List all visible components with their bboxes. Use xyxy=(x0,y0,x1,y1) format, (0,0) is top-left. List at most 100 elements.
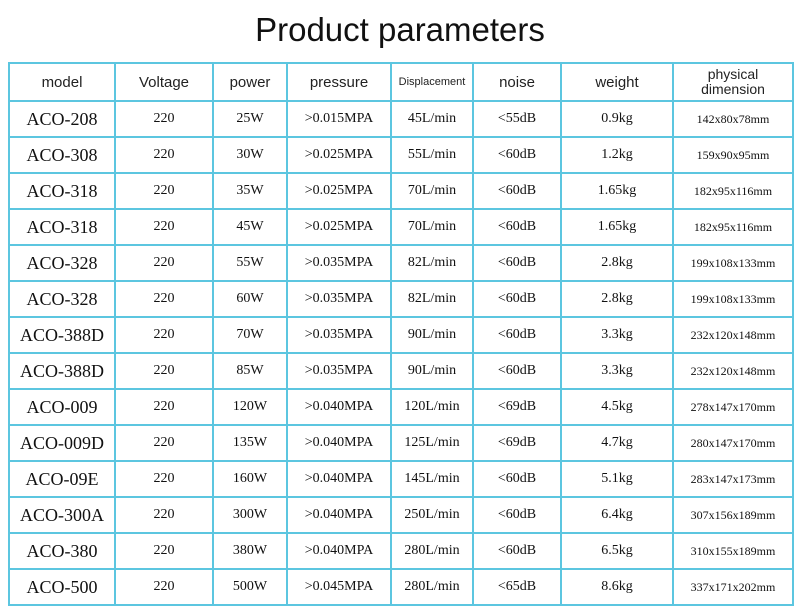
cell-model: ACO-009D xyxy=(8,424,116,462)
header-noise: noise xyxy=(472,62,562,102)
cell-physical-dimension: 310x155x189mm xyxy=(672,532,794,570)
cell-model: ACO-009 xyxy=(8,388,116,426)
table-row: ACO-318 220 35W >0.025MPA 70L/min <60dB 1.65kg… xyxy=(8,172,794,210)
cell-model: ACO-500 xyxy=(8,568,116,606)
cell-voltage: 220 xyxy=(114,424,214,462)
cell-power: 120W xyxy=(212,388,288,426)
cell-physical-dimension: 232x120x148mm xyxy=(672,316,794,354)
cell-power: 135W xyxy=(212,424,288,462)
cell-noise: <65dB xyxy=(472,568,562,606)
cell-power: 160W xyxy=(212,460,288,498)
page-title: Product parameters xyxy=(255,11,545,48)
cell-displacement: 55L/min xyxy=(390,136,474,174)
cell-pressure: >0.035MPA xyxy=(286,316,392,354)
table-row: ACO-388D 220 85W >0.035MPA 90L/min <60dB 3.3kg… xyxy=(8,352,794,390)
cell-noise: <60dB xyxy=(472,136,562,174)
cell-voltage: 220 xyxy=(114,100,214,138)
cell-pressure: >0.040MPA xyxy=(286,388,392,426)
cell-physical-dimension: 283x147x173mm xyxy=(672,460,794,498)
cell-voltage: 220 xyxy=(114,532,214,570)
header-physical-dimension: physical dimension xyxy=(672,62,794,102)
cell-physical-dimension: 182x95x116mm xyxy=(672,172,794,210)
cell-displacement: 70L/min xyxy=(390,172,474,210)
cell-noise: <60dB xyxy=(472,352,562,390)
cell-weight: 4.5kg xyxy=(560,388,674,426)
cell-displacement: 45L/min xyxy=(390,100,474,138)
cell-noise: <60dB xyxy=(472,316,562,354)
cell-model: ACO-328 xyxy=(8,244,116,282)
cell-noise: <60dB xyxy=(472,172,562,210)
cell-physical-dimension: 280x147x170mm xyxy=(672,424,794,462)
cell-weight: 0.9kg xyxy=(560,100,674,138)
cell-model: ACO-328 xyxy=(8,280,116,318)
table-row: ACO-208 220 25W >0.015MPA 45L/min <55dB 0.9kg 1… xyxy=(8,100,794,138)
header-power: power xyxy=(212,62,288,102)
cell-pressure: >0.035MPA xyxy=(286,244,392,282)
cell-voltage: 220 xyxy=(114,460,214,498)
cell-physical-dimension: 182x95x116mm xyxy=(672,208,794,246)
cell-model: ACO-09E xyxy=(8,460,116,498)
cell-voltage: 220 xyxy=(114,352,214,390)
cell-voltage: 220 xyxy=(114,172,214,210)
cell-weight: 1.2kg xyxy=(560,136,674,174)
cell-power: 85W xyxy=(212,352,288,390)
cell-voltage: 220 xyxy=(114,280,214,318)
cell-weight: 3.3kg xyxy=(560,316,674,354)
cell-power: 60W xyxy=(212,280,288,318)
cell-noise: <60dB xyxy=(472,244,562,282)
cell-pressure: >0.040MPA xyxy=(286,496,392,534)
table-row: ACO-328 220 60W >0.035MPA 82L/min <60dB 2.8kg 1… xyxy=(8,280,794,318)
cell-model: ACO-388D xyxy=(8,316,116,354)
header-voltage: Voltage xyxy=(114,62,214,102)
cell-physical-dimension: 142x80x78mm xyxy=(672,100,794,138)
cell-noise: <60dB xyxy=(472,280,562,318)
table-row: ACO-380 220 380W >0.040MPA 280L/min <60dB 6.5k… xyxy=(8,532,794,570)
cell-voltage: 220 xyxy=(114,136,214,174)
cell-displacement: 90L/min xyxy=(390,352,474,390)
cell-power: 30W xyxy=(212,136,288,174)
cell-pressure: >0.035MPA xyxy=(286,352,392,390)
cell-pressure: >0.015MPA xyxy=(286,100,392,138)
cell-noise: <60dB xyxy=(472,496,562,534)
cell-displacement: 145L/min xyxy=(390,460,474,498)
cell-power: 25W xyxy=(212,100,288,138)
cell-noise: <69dB xyxy=(472,388,562,426)
cell-displacement: 125L/min xyxy=(390,424,474,462)
cell-noise: <69dB xyxy=(472,424,562,462)
cell-weight: 8.6kg xyxy=(560,568,674,606)
cell-weight: 1.65kg xyxy=(560,208,674,246)
header-pressure: pressure xyxy=(286,62,392,102)
cell-power: 55W xyxy=(212,244,288,282)
cell-pressure: >0.040MPA xyxy=(286,460,392,498)
cell-physical-dimension: 232x120x148mm xyxy=(672,352,794,390)
cell-model: ACO-318 xyxy=(8,172,116,210)
cell-displacement: 82L/min xyxy=(390,280,474,318)
cell-weight: 5.1kg xyxy=(560,460,674,498)
header-model: model xyxy=(8,62,116,102)
cell-power: 35W xyxy=(212,172,288,210)
table-row: ACO-09E 220 160W >0.040MPA 145L/min <60dB 5.1k… xyxy=(8,460,794,498)
cell-pressure: >0.025MPA xyxy=(286,172,392,210)
header-displacement: Displacement xyxy=(390,62,474,102)
cell-weight: 2.8kg xyxy=(560,244,674,282)
cell-power: 45W xyxy=(212,208,288,246)
cell-displacement: 70L/min xyxy=(390,208,474,246)
cell-displacement: 250L/min xyxy=(390,496,474,534)
cell-voltage: 220 xyxy=(114,496,214,534)
table-header-row: model Voltage power pressure Displacemen… xyxy=(8,62,794,102)
cell-physical-dimension: 159x90x95mm xyxy=(672,136,794,174)
cell-physical-dimension: 278x147x170mm xyxy=(672,388,794,426)
cell-displacement: 90L/min xyxy=(390,316,474,354)
cell-noise: <60dB xyxy=(472,460,562,498)
cell-displacement: 280L/min xyxy=(390,568,474,606)
cell-voltage: 220 xyxy=(114,388,214,426)
table-row: ACO-318 220 45W >0.025MPA 70L/min <60dB 1.65kg… xyxy=(8,208,794,246)
header-weight: weight xyxy=(560,62,674,102)
cell-physical-dimension: 199x108x133mm xyxy=(672,244,794,282)
cell-weight: 2.8kg xyxy=(560,280,674,318)
table-row: ACO-500 220 500W >0.045MPA 280L/min <65dB 8.6k… xyxy=(8,568,794,606)
cell-weight: 6.5kg xyxy=(560,532,674,570)
table-row: ACO-009D 220 135W >0.040MPA 125L/min <69dB 4.7… xyxy=(8,424,794,462)
product-parameters-table: model Voltage power pressure Displacemen… xyxy=(8,62,794,606)
cell-power: 70W xyxy=(212,316,288,354)
